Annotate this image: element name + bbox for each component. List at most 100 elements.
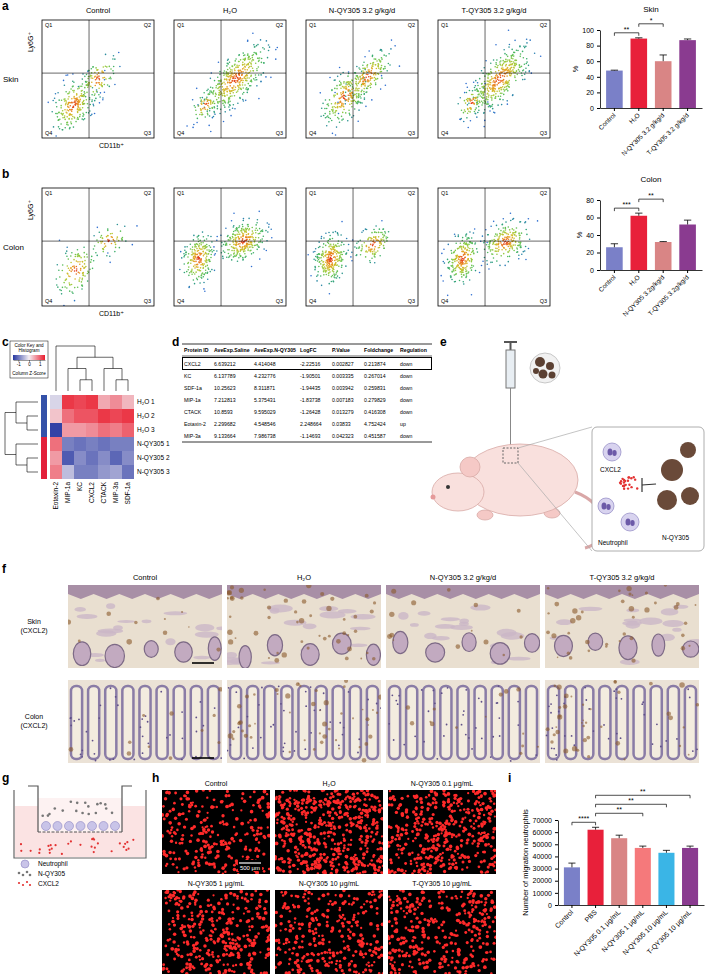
flow-event — [102, 248, 104, 250]
label-patch — [143, 190, 151, 196]
flow-event — [381, 57, 383, 59]
flow-event — [104, 77, 106, 79]
flow-event — [263, 248, 265, 250]
flow-event — [96, 69, 98, 71]
flow-event — [331, 89, 333, 91]
flow-event — [489, 87, 491, 89]
flow-event — [375, 79, 377, 81]
flow-event — [357, 96, 359, 98]
flow-event — [494, 112, 496, 114]
flow-event — [102, 77, 104, 79]
flow-event — [479, 100, 481, 102]
flow-event — [245, 75, 247, 77]
flow-event — [507, 67, 509, 69]
flow-event — [87, 107, 89, 109]
flow-event — [350, 94, 352, 96]
flow-event — [101, 82, 103, 84]
flow-event — [77, 101, 79, 103]
flow-event — [232, 92, 234, 94]
flow-event — [363, 77, 365, 79]
flow-event — [106, 255, 108, 257]
flow-event — [110, 78, 112, 80]
flow-event — [81, 285, 83, 287]
flow-event — [463, 121, 465, 123]
flow-event — [343, 82, 345, 84]
flow-event — [80, 257, 82, 259]
flow-event — [248, 57, 250, 59]
flow-event — [204, 98, 206, 100]
flow-event — [342, 95, 344, 97]
flow-event — [200, 99, 202, 101]
flow-event — [477, 96, 479, 98]
flow-event — [115, 244, 117, 246]
flow-event — [243, 55, 245, 57]
flow-event — [337, 102, 339, 104]
flow-event — [91, 94, 93, 96]
flow-event — [339, 80, 341, 82]
flow-event — [75, 103, 77, 105]
flow-event — [248, 218, 250, 220]
flow-event — [242, 93, 244, 95]
flow-event — [358, 88, 360, 90]
flow-event — [82, 261, 84, 263]
label-patch — [441, 130, 449, 136]
flow-event — [359, 68, 361, 70]
flow-event — [102, 251, 104, 253]
flow-event — [381, 77, 383, 79]
flow-event — [83, 91, 85, 93]
flow-event — [202, 113, 204, 115]
flow-event — [73, 82, 75, 84]
flow-event — [76, 270, 78, 272]
flow-event — [480, 91, 482, 93]
flow-event — [227, 63, 229, 65]
flow-event — [57, 286, 59, 288]
flow-event — [202, 114, 204, 116]
flow-event — [66, 112, 68, 114]
flow-event — [357, 101, 359, 103]
flow-event — [391, 39, 393, 41]
flow-event — [224, 95, 226, 97]
flow-event — [132, 244, 134, 246]
flow-event — [506, 82, 508, 84]
flow-event — [507, 70, 509, 72]
flow-event — [498, 70, 500, 72]
flow-event — [252, 57, 254, 59]
flow-event — [507, 83, 509, 85]
flow-event — [82, 272, 84, 274]
flow-event — [499, 98, 501, 100]
flow-event — [186, 125, 188, 127]
flow-event — [507, 67, 509, 69]
flow-event — [275, 49, 277, 51]
flow-event — [210, 99, 212, 101]
flow-event — [514, 60, 516, 62]
flow-event — [377, 66, 379, 68]
flow-event — [105, 78, 107, 80]
flow-event — [363, 93, 365, 95]
flow-event — [467, 109, 469, 111]
flow-event — [61, 99, 63, 101]
flow-event — [357, 77, 359, 79]
flow-event — [267, 57, 269, 59]
flow-event — [343, 95, 345, 97]
flow-event — [74, 98, 76, 100]
flow-event — [259, 258, 261, 260]
flow-event — [92, 91, 94, 93]
flow-event — [64, 279, 66, 281]
label-patch — [275, 130, 283, 136]
flow-event — [247, 89, 249, 91]
flow-event — [358, 93, 360, 95]
flow-event — [203, 92, 205, 94]
flow-event — [363, 77, 365, 79]
flow-event — [238, 69, 240, 71]
flow-event — [368, 76, 370, 78]
flow-event — [85, 82, 87, 84]
flow-event — [226, 65, 228, 67]
flow-event — [71, 291, 73, 293]
flow-event — [487, 101, 489, 103]
flow-event — [230, 115, 232, 117]
flow-event — [215, 94, 217, 96]
flow-event — [361, 94, 363, 96]
flow-event — [356, 85, 358, 87]
flow-event — [81, 85, 83, 87]
column-title: Control — [86, 6, 111, 15]
